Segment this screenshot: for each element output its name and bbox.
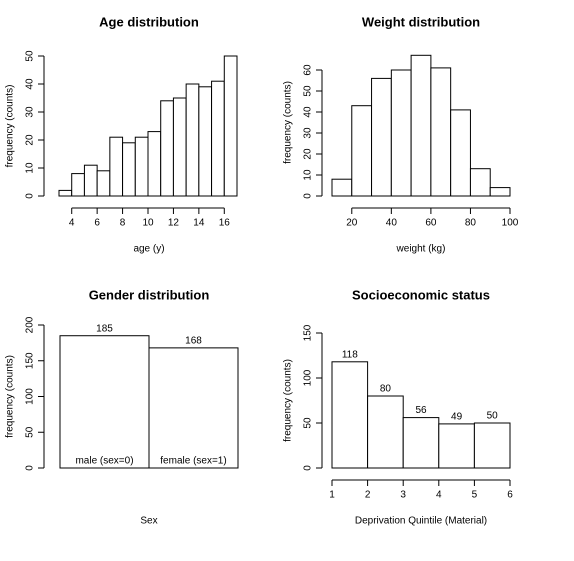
category-label: male (sex=0) (75, 456, 133, 467)
histogram-bar (185, 83, 200, 197)
chart-title: Weight distribution (362, 14, 480, 29)
y-tick-label: 10 (303, 169, 314, 181)
x-tick-label: 80 (465, 218, 477, 229)
x-axis-label: age (y) (133, 244, 164, 255)
x-axis-label: weight (kg) (396, 244, 446, 255)
histogram-bar (450, 109, 471, 197)
histogram-bar (211, 80, 225, 197)
y-tick-label: 40 (25, 78, 36, 90)
histogram-bar (410, 54, 432, 197)
y-tick-label: 150 (303, 324, 314, 341)
y-tick-label: 100 (303, 369, 314, 386)
y-tick-label: 0 (303, 193, 314, 199)
y-tick-label: 0 (25, 193, 36, 199)
y-tick-label: 30 (25, 106, 36, 118)
x-tick-label: 14 (193, 218, 205, 229)
bar (59, 335, 150, 469)
value-label: 49 (451, 412, 463, 423)
y-tick-label: 50 (303, 85, 314, 97)
x-tick-label: 2 (365, 490, 371, 501)
y-tick-label: 60 (303, 64, 314, 76)
y-tick-label: 30 (303, 127, 314, 139)
y-axis-label: frequency (counts) (283, 81, 294, 164)
x-tick-label: 1 (329, 490, 335, 501)
y-tick-label: 150 (25, 352, 36, 369)
histogram-bar (469, 168, 491, 197)
histogram-bar (83, 164, 98, 197)
y-tick-label: 50 (25, 50, 36, 62)
bar (148, 347, 239, 469)
histogram-bar (438, 423, 475, 469)
x-tick-label: 10 (142, 218, 154, 229)
histogram-bar (430, 67, 452, 197)
histogram-bar (331, 361, 369, 469)
x-tick-label: 16 (219, 218, 231, 229)
y-tick-label: 0 (25, 465, 36, 471)
x-tick-label: 12 (168, 218, 180, 229)
value-label: 118 (342, 349, 358, 360)
y-tick-label: 10 (25, 162, 36, 174)
histogram-bar (134, 136, 149, 197)
chart-title: Age distribution (99, 14, 199, 29)
y-axis-label: frequency (counts) (283, 359, 294, 442)
x-tick-label: 6 (94, 218, 100, 229)
y-tick-label: 50 (303, 417, 314, 429)
histogram-bar (147, 131, 162, 197)
y-axis-label: frequency (counts) (5, 85, 16, 168)
histogram-bar (331, 178, 353, 197)
value-label: 80 (380, 384, 392, 395)
histogram-bar (371, 77, 392, 197)
histogram-bar (71, 173, 85, 197)
y-tick-label: 200 (25, 316, 36, 333)
x-tick-label: 3 (400, 490, 406, 501)
y-tick-label: 100 (25, 388, 36, 405)
y-tick-label: 0 (303, 465, 314, 471)
histogram-bar (402, 417, 440, 469)
x-axis-label: Sex (140, 516, 157, 527)
histogram-bar (172, 97, 187, 197)
histogram-bar (367, 395, 404, 469)
histogram-bar (390, 69, 412, 197)
value-label: 56 (415, 405, 427, 416)
value-label: 168 (185, 336, 202, 347)
y-axis-label: frequency (counts) (5, 355, 16, 438)
x-tick-label: 6 (507, 490, 513, 501)
x-tick-label: 4 (436, 490, 442, 501)
histogram-bar (473, 422, 511, 469)
histogram-bar (198, 86, 213, 197)
value-label: 50 (487, 411, 499, 422)
x-tick-label: 100 (502, 218, 519, 229)
y-tick-label: 50 (25, 426, 36, 438)
histogram-bar (109, 136, 124, 197)
x-tick-label: 40 (386, 218, 398, 229)
y-tick-label: 20 (25, 134, 36, 146)
histogram-bar (351, 105, 373, 197)
histogram-bar (489, 187, 511, 197)
x-tick-label: 5 (472, 490, 478, 501)
chart-title: Socioeconomic status (352, 287, 490, 302)
x-tick-label: 4 (69, 218, 75, 229)
y-tick-label: 40 (303, 106, 314, 118)
y-tick-label: 20 (303, 148, 314, 160)
histogram-bar (223, 55, 238, 197)
histogram-bar (160, 100, 174, 197)
histogram-bar (58, 189, 73, 197)
chart-title: Gender distribution (89, 287, 210, 302)
histogram-bar (122, 142, 136, 197)
histogram-bar (96, 170, 111, 197)
x-tick-label: 8 (120, 218, 126, 229)
x-axis-label: Deprivation Quintile (Material) (355, 516, 487, 527)
category-label: female (sex=1) (160, 456, 226, 467)
x-tick-label: 60 (425, 218, 437, 229)
value-label: 185 (96, 323, 113, 334)
x-tick-label: 20 (346, 218, 358, 229)
